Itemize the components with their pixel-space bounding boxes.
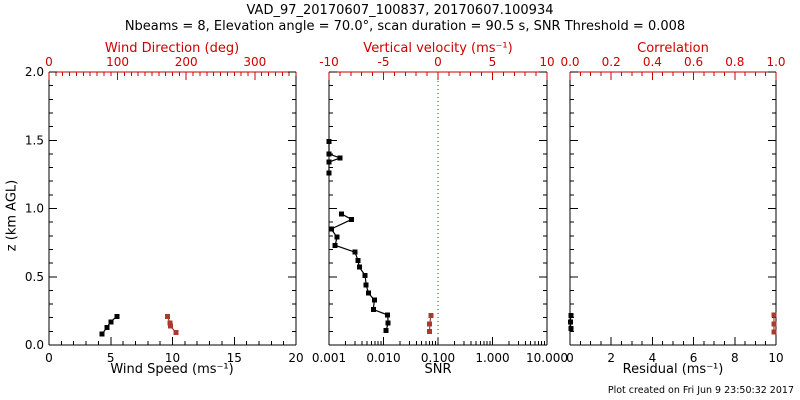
svg-text:0.0: 0.0: [25, 338, 44, 352]
svg-text:0.0: 0.0: [560, 55, 579, 69]
svg-text:1.000: 1.000: [475, 351, 509, 365]
svg-text:100: 100: [106, 55, 129, 69]
top-axis-label-wind-direction: Wind Direction (deg): [104, 41, 240, 56]
svg-text:0.6: 0.6: [684, 55, 703, 69]
svg-text:200: 200: [175, 55, 198, 69]
x-axis-label-residual: Residual (ms⁻¹): [622, 362, 724, 377]
svg-text:15: 15: [227, 351, 242, 365]
svg-text:6: 6: [690, 351, 698, 365]
svg-text:-5: -5: [378, 55, 390, 69]
svg-text:10: 10: [539, 55, 554, 69]
svg-text:2: 2: [607, 351, 615, 365]
svg-text:10: 10: [165, 351, 180, 365]
svg-text:0.4: 0.4: [643, 55, 662, 69]
plot-created-timestamp: Plot created on Fri Jun 9 23:50:32 2017: [607, 385, 794, 396]
svg-text:0: 0: [45, 55, 53, 69]
svg-text:0: 0: [45, 351, 53, 365]
x-axis-label-wind-speed: Wind Speed (ms⁻¹): [110, 362, 234, 377]
svg-text:2.0: 2.0: [25, 65, 44, 79]
svg-text:0: 0: [434, 55, 442, 69]
svg-text:300: 300: [243, 55, 266, 69]
svg-text:1.0: 1.0: [766, 55, 785, 69]
svg-text:4: 4: [649, 351, 657, 365]
svg-text:8: 8: [731, 351, 739, 365]
svg-text:0.8: 0.8: [725, 55, 744, 69]
top-axis-label-vertical-velocity: Vertical velocity (ms⁻¹): [363, 41, 513, 56]
page-subtitle: Nbeams = 8, Elevation angle = 70.0°, sca…: [124, 19, 686, 34]
svg-text:10: 10: [768, 351, 783, 365]
top-axis-label-correlation: Correlation: [637, 41, 709, 56]
svg-text:1.0: 1.0: [25, 202, 44, 216]
svg-text:1.5: 1.5: [25, 133, 44, 147]
svg-text:5: 5: [489, 55, 497, 69]
svg-text:0: 0: [566, 351, 574, 365]
svg-text:0.001: 0.001: [312, 351, 346, 365]
svg-text:0.010: 0.010: [366, 351, 400, 365]
svg-text:0.5: 0.5: [25, 270, 44, 284]
svg-text:-10: -10: [319, 55, 339, 69]
y-axis-label: z (km AGL): [4, 179, 20, 252]
svg-text:0.2: 0.2: [602, 55, 621, 69]
svg-text:20: 20: [288, 351, 303, 365]
page-title: VAD_97_20170607_100837, 20170607.100934: [246, 3, 554, 18]
svg-text:0.100: 0.100: [421, 351, 455, 365]
x-axis-label-snr: SNR: [424, 362, 452, 377]
svg-text:10.000: 10.000: [526, 351, 568, 365]
svg-text:5: 5: [107, 351, 115, 365]
